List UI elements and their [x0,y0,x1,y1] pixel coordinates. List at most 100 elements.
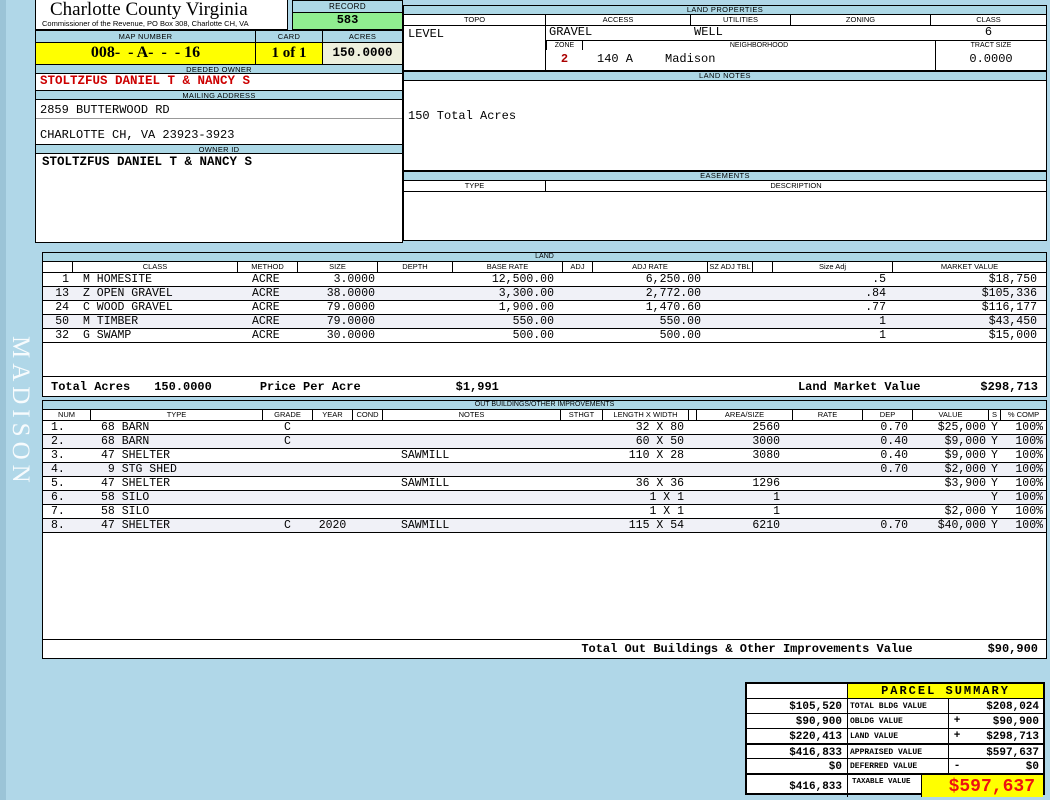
land-row-adj [563,301,593,314]
land-row-size: 38.0000 [326,287,375,300]
land-row-class: G SWAMP [83,329,132,342]
summary-row-label: DEFERRED VALUE [848,759,949,773]
ob-row-length-width [603,463,689,476]
land-row-size: 79.0000 [326,315,375,328]
zoning-value [791,26,931,40]
land-row-class: M TIMBER [83,315,139,328]
land-row-size-adj: 1 [879,329,886,342]
ob-row-value: $9,000 [944,449,986,462]
taxable-value-amount: $597,637 [922,775,1043,797]
summary-row-left-value: $105,520 [747,699,848,713]
ob-row-length-width: 115 X 54 [628,519,684,532]
ob-row-rate [793,519,863,532]
ob-row-blank [689,505,697,518]
ob-row-type: 47 SHELTER [101,519,171,532]
ob-row-year [313,477,353,490]
land-size-adj-header: Size Adj [773,262,893,272]
ob-percent-comp-header: % COMP [1007,410,1040,419]
land-properties-headers: TOPO ACCESS UTILITIES ZONING CLASS [403,15,1047,26]
ob-row-s: Y [991,463,998,476]
ob-row-grade: C [284,421,291,434]
ob-row-type: 47 SHELTER [101,477,171,490]
ob-row-dep [863,491,913,504]
outbuildings-total-value: $90,900 [987,642,1038,656]
summary-row-label: TOTAL BLDG VALUE [848,699,949,713]
land-row-adj [563,329,593,342]
land-row-size: 30.0000 [326,329,375,342]
price-per-acre-label: Price Per Acre [259,379,361,394]
land-table-row: 13 Z OPEN GRAVEL ACRE 38.0000 3,300.00 2… [43,287,1046,301]
ob-row-notes [383,463,561,476]
land-row-adj [563,287,593,300]
summary-row-left-value: $416,833 [747,745,848,759]
land-size-header: SIZE [298,262,378,272]
ob-row-notes [383,505,561,518]
land-row-sz-adj-tbl [708,329,753,342]
ob-row-s: Y [991,421,998,434]
ob-row-type: 68 BARN [101,421,150,434]
window-edge [0,0,6,800]
ob-row-rate [793,435,863,448]
land-row-adj [563,315,593,328]
class-value: 6 [984,25,993,39]
ob-row-notes [383,491,561,504]
land-row-market-value: $15,000 [988,329,1037,342]
land-table-row: 32 G SWAMP ACRE 30.0000 500.00 500.00 1 … [43,329,1046,343]
land-row-sz-adj-tbl [708,287,753,300]
ob-row-dep: 0.70 [880,463,908,476]
ob-row-num: 5. [51,477,65,490]
land-row-blank [753,287,773,300]
ob-s-header: S [989,410,1001,420]
neighborhood-code: 140 A [597,52,634,66]
ob-row-area: 1 [773,491,780,504]
ob-row-s: Y [991,505,998,518]
ob-cond-header: COND [353,410,383,420]
land-row-num: 50 [55,315,69,328]
land-row-size-adj: .5 [872,273,886,286]
land-row-num: 32 [55,329,69,342]
ob-row-num: 7. [51,505,65,518]
ob-row-blank [689,491,697,504]
parcel-summary-title: PARCEL SUMMARY [848,684,1043,698]
county-header: Charlotte County Virginia Commissioner o… [35,0,288,30]
parcel-summary-empty-cell [747,684,848,698]
ob-row-year [313,505,353,518]
summary-row-sign [949,699,965,713]
ob-row-value: $2,000 [944,505,986,518]
ob-row-blank [689,421,697,434]
ob-row-value: $9,000 [944,435,986,448]
taxable-value-row: $416,833 TAXABLE VALUE $597,637 [747,773,1043,797]
summary-row-label: APPRAISED VALUE [848,745,949,758]
zone-header-row: ZONE NEIGHBORHOOD TRACT SIZE [546,40,1046,50]
zone-value: 2 [560,52,569,66]
summary-row-left-value: $220,413 [747,729,848,743]
summary-row-right-value: $208,024 [986,701,1039,713]
record-value: 583 [292,13,403,30]
ob-row-length-width: 1 X 1 [649,491,684,504]
ob-row-rate [793,421,863,434]
ob-row-num: 6. [51,491,65,504]
acres-value: 150.0000 [323,43,402,64]
ob-row-length-width: 32 X 80 [635,421,684,434]
easement-description-header: DESCRIPTION [770,181,822,190]
ob-rate-header: RATE [793,410,863,420]
land-row-adj [563,273,593,286]
land-row-size-adj: .77 [865,301,886,314]
outbuildings-table: OUT BUILDINGS/OTHER IMPROVEMENTS NUM TYP… [42,400,1047,659]
neighborhood-watermark: MADISON [7,336,34,488]
outbuildings-total-label: Total Out Buildings & Other Improvements… [581,642,913,656]
ob-row-type: 58 SILO [101,491,150,504]
ob-row-cond [353,449,383,462]
land-row-class: M HOMESITE [83,273,153,286]
topo-header: TOPO [404,15,546,25]
summary-row-label: OBLDG VALUE [848,714,949,728]
owner-id-value: STOLTZFUS DANIEL T & NANCY S [42,155,253,169]
ob-row-length-width: 110 X 28 [628,449,684,462]
zone-value-row: 2 140 A Madison 0.0000 [546,50,1046,70]
parcel-summary-row: $220,413 LAND VALUE + $298,713 [747,728,1043,743]
land-row-blank [753,329,773,342]
outbuilding-row: 3. 47 SHELTER SAWMILL 110 X 28 3080 0.40… [43,449,1046,463]
land-row-method: ACRE [252,301,280,314]
easements-headers: TYPE DESCRIPTION [403,181,1047,192]
deeded-owner-value: STOLTZFUS DANIEL T & NANCY S [40,74,251,88]
